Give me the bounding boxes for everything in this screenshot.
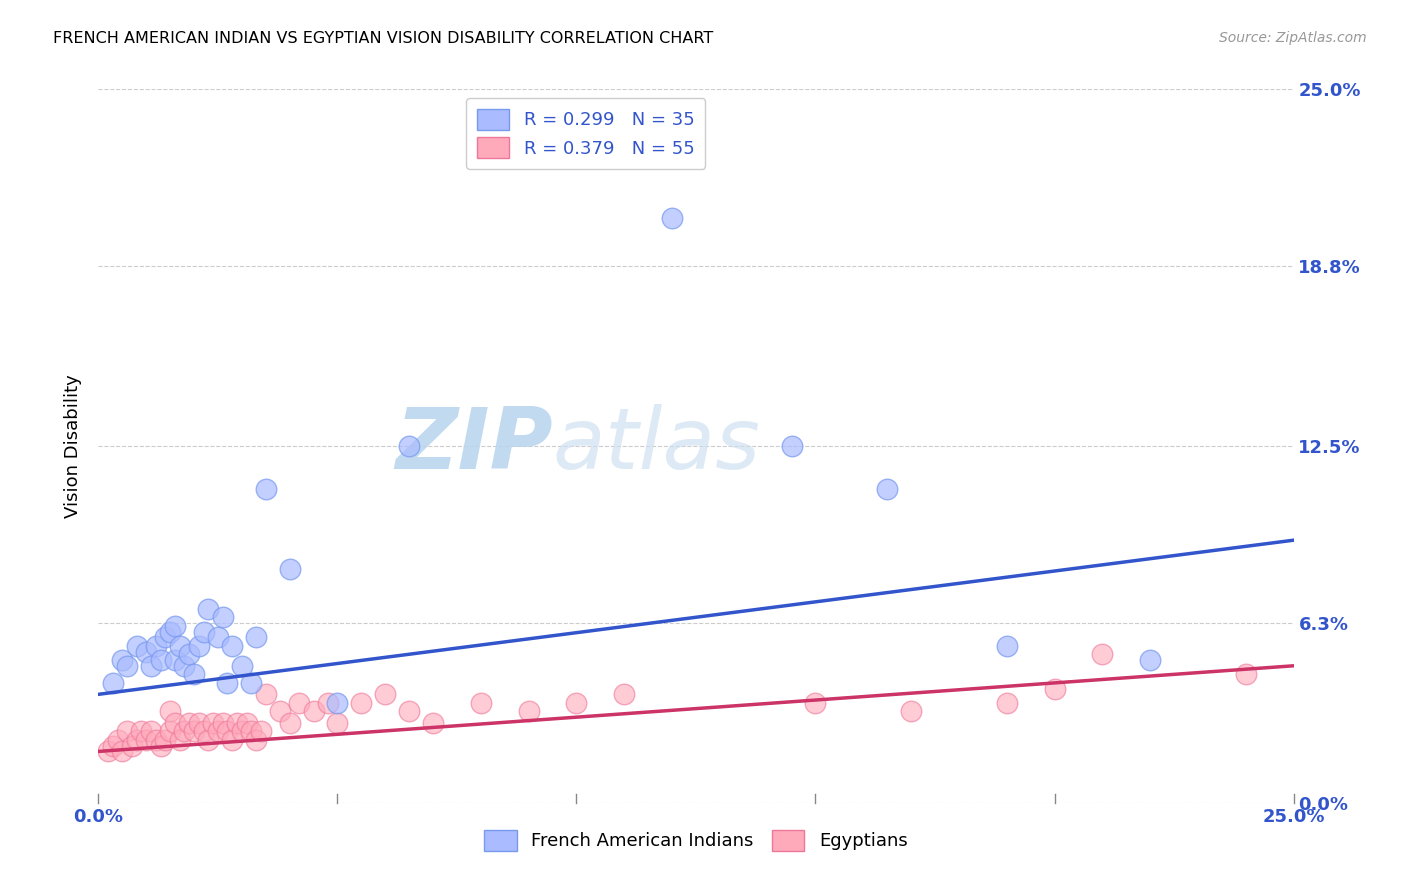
Point — [231, 658, 253, 673]
Text: ZIP: ZIP — [395, 404, 553, 488]
Point — [197, 601, 219, 615]
Point — [159, 624, 181, 639]
Point — [302, 705, 325, 719]
Text: Source: ZipAtlas.com: Source: ZipAtlas.com — [1219, 31, 1367, 45]
Point — [326, 696, 349, 710]
Point — [145, 733, 167, 747]
Point — [995, 639, 1018, 653]
Point — [278, 715, 301, 730]
Point — [780, 439, 803, 453]
Point — [221, 639, 243, 653]
Point — [269, 705, 291, 719]
Point — [565, 696, 588, 710]
Point — [1043, 681, 1066, 696]
Point — [169, 639, 191, 653]
Point — [97, 744, 120, 758]
Point — [240, 724, 263, 739]
Point — [115, 724, 138, 739]
Point — [149, 653, 172, 667]
Point — [254, 687, 277, 701]
Point — [876, 482, 898, 496]
Point — [125, 733, 148, 747]
Point — [374, 687, 396, 701]
Point — [217, 676, 239, 690]
Point — [163, 653, 186, 667]
Point — [145, 639, 167, 653]
Point — [226, 715, 249, 730]
Point — [661, 211, 683, 225]
Point — [470, 696, 492, 710]
Point — [1234, 667, 1257, 681]
Point — [207, 724, 229, 739]
Point — [995, 696, 1018, 710]
Point — [211, 715, 233, 730]
Point — [159, 724, 181, 739]
Point — [1091, 648, 1114, 662]
Point — [398, 705, 420, 719]
Point — [155, 630, 177, 644]
Point — [197, 733, 219, 747]
Point — [179, 715, 201, 730]
Point — [159, 705, 181, 719]
Point — [235, 715, 257, 730]
Point — [149, 739, 172, 753]
Point — [804, 696, 827, 710]
Point — [517, 705, 540, 719]
Point — [183, 724, 205, 739]
Point — [101, 676, 124, 690]
Point — [163, 619, 186, 633]
Point — [221, 733, 243, 747]
Point — [125, 639, 148, 653]
Point — [139, 658, 162, 673]
Point — [155, 733, 177, 747]
Point — [326, 715, 349, 730]
Point — [173, 724, 195, 739]
Point — [613, 687, 636, 701]
Point — [245, 630, 267, 644]
Point — [115, 658, 138, 673]
Point — [163, 715, 186, 730]
Point — [135, 733, 157, 747]
Point — [183, 667, 205, 681]
Point — [169, 733, 191, 747]
Point — [202, 715, 225, 730]
Point — [250, 724, 273, 739]
Point — [121, 739, 143, 753]
Point — [111, 744, 134, 758]
Point — [231, 724, 253, 739]
Text: FRENCH AMERICAN INDIAN VS EGYPTIAN VISION DISABILITY CORRELATION CHART: FRENCH AMERICAN INDIAN VS EGYPTIAN VISIO… — [53, 31, 714, 46]
Point — [1139, 653, 1161, 667]
Point — [179, 648, 201, 662]
Point — [187, 715, 209, 730]
Point — [278, 562, 301, 576]
Point — [240, 676, 263, 690]
Point — [107, 733, 129, 747]
Point — [139, 724, 162, 739]
Point — [193, 724, 215, 739]
Point — [900, 705, 922, 719]
Point — [288, 696, 311, 710]
Point — [101, 739, 124, 753]
Point — [187, 639, 209, 653]
Text: atlas: atlas — [553, 404, 761, 488]
Point — [245, 733, 267, 747]
Legend: French American Indians, Egyptians: French American Indians, Egyptians — [477, 822, 915, 858]
Point — [135, 644, 157, 658]
Point — [254, 482, 277, 496]
Point — [131, 724, 153, 739]
Point — [350, 696, 373, 710]
Point — [422, 715, 444, 730]
Point — [193, 624, 215, 639]
Point — [111, 653, 134, 667]
Point — [398, 439, 420, 453]
Point — [207, 630, 229, 644]
Point — [316, 696, 339, 710]
Y-axis label: Vision Disability: Vision Disability — [65, 374, 83, 518]
Point — [217, 724, 239, 739]
Point — [173, 658, 195, 673]
Point — [211, 610, 233, 624]
